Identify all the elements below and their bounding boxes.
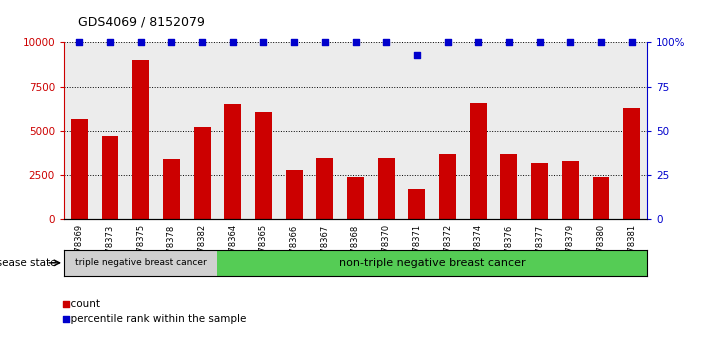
Point [350, 40, 361, 45]
Bar [286, 170, 303, 219]
Bar [316, 158, 333, 219]
Bar [340, 42, 371, 219]
Point [289, 40, 300, 45]
Bar [163, 159, 180, 219]
Point [227, 40, 238, 45]
Point [473, 40, 484, 45]
Bar [586, 42, 616, 219]
Point [626, 40, 637, 45]
Point [258, 40, 269, 45]
Bar [347, 177, 364, 219]
Bar [218, 250, 647, 276]
Bar [408, 189, 425, 219]
Bar [156, 42, 187, 219]
Point [442, 40, 453, 45]
Bar [187, 42, 218, 219]
Bar [218, 42, 248, 219]
Bar [616, 42, 647, 219]
Bar [562, 161, 579, 219]
Point [565, 40, 576, 45]
Bar [102, 136, 119, 219]
Bar [493, 42, 524, 219]
Bar [132, 60, 149, 219]
Text: disease state: disease state [0, 258, 57, 268]
Bar [255, 112, 272, 219]
Bar [555, 42, 586, 219]
Bar [470, 103, 486, 219]
Text: non-triple negative breast cancer: non-triple negative breast cancer [339, 258, 525, 268]
Point [380, 40, 392, 45]
Point [196, 40, 208, 45]
Bar [531, 163, 548, 219]
Bar [193, 127, 210, 219]
Bar [71, 119, 87, 219]
Bar [592, 177, 609, 219]
Point [74, 40, 85, 45]
Point [166, 40, 177, 45]
Bar [125, 42, 156, 219]
Point [105, 40, 116, 45]
Bar [524, 42, 555, 219]
Point [503, 40, 515, 45]
Text: count: count [64, 299, 100, 309]
Point [411, 52, 422, 58]
Bar [64, 42, 95, 219]
Bar [402, 42, 432, 219]
Bar [624, 108, 640, 219]
Bar [279, 42, 309, 219]
Bar [64, 250, 218, 276]
Bar [501, 154, 518, 219]
Bar [225, 104, 241, 219]
Point [135, 40, 146, 45]
Bar [439, 154, 456, 219]
Point [319, 40, 331, 45]
Bar [95, 42, 125, 219]
Point [60, 316, 72, 321]
Bar [371, 42, 402, 219]
Bar [309, 42, 340, 219]
Bar [463, 42, 493, 219]
Bar [248, 42, 279, 219]
Point [60, 302, 72, 307]
Text: GDS4069 / 8152079: GDS4069 / 8152079 [78, 15, 205, 28]
Bar [378, 158, 395, 219]
Text: triple negative breast cancer: triple negative breast cancer [75, 258, 207, 267]
Bar [432, 42, 463, 219]
Point [534, 40, 545, 45]
Text: percentile rank within the sample: percentile rank within the sample [64, 314, 247, 324]
Point [595, 40, 606, 45]
